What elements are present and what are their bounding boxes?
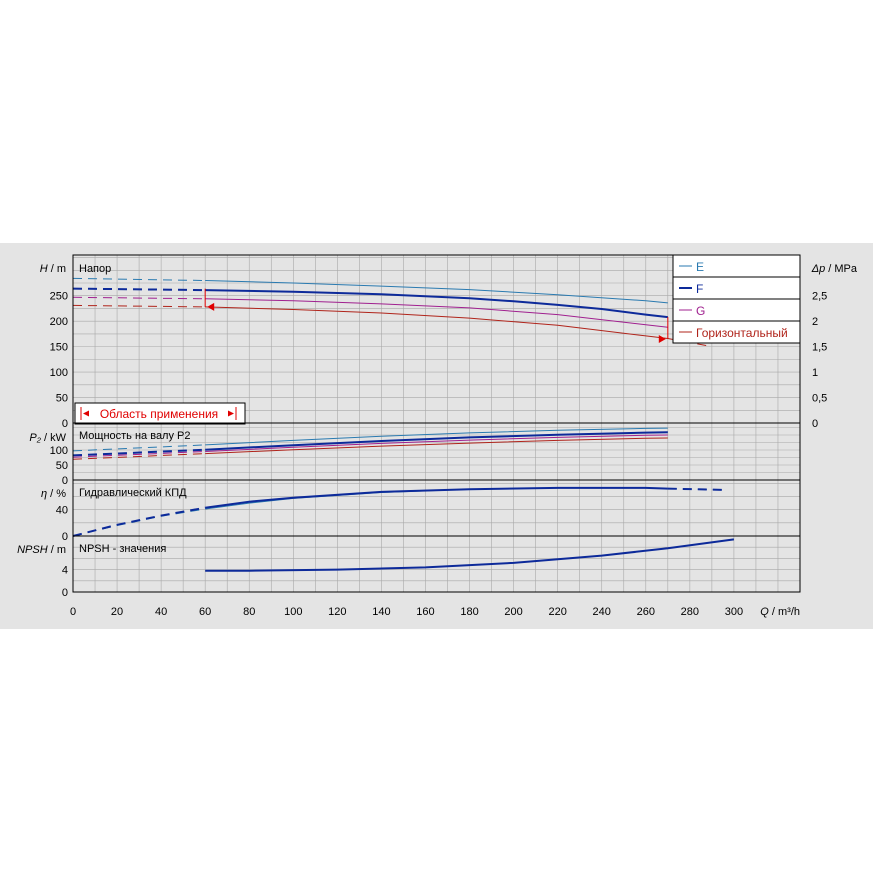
x-tick-label: 160 xyxy=(416,606,434,618)
x-tick-label: 220 xyxy=(548,606,566,618)
x-tick-label: 300 xyxy=(725,606,743,618)
x-tick-label: 80 xyxy=(243,606,255,618)
curve-f-dashed-end xyxy=(667,487,723,491)
curve-f-dashed xyxy=(72,287,206,292)
power-axis-label: P₂ / kW xyxy=(29,432,66,444)
y2-tick-label: 2 xyxy=(812,316,818,328)
curve-horizontal-dashed xyxy=(72,304,206,308)
x-tick-label: 280 xyxy=(681,606,699,618)
y2-tick-label: 1,5 xyxy=(812,342,827,354)
head-axis-label: H / m xyxy=(40,263,66,275)
chart-panel: Напор Мощность на валу P2 Гидравлический… xyxy=(0,243,873,629)
curve-horizontal-dashed xyxy=(72,453,206,460)
y-tick-label: 4 xyxy=(62,565,68,577)
curve-e-dashed xyxy=(72,444,206,452)
range-end-arrow xyxy=(658,334,666,343)
curve-e-dashed xyxy=(72,277,206,281)
x-tick-label: 40 xyxy=(155,606,167,618)
y-tick-label: 0 xyxy=(62,418,68,430)
operating-range-label: Область применения xyxy=(100,407,218,421)
x-tick-label: 240 xyxy=(593,606,611,618)
eff-axis-label: η / % xyxy=(41,488,66,500)
x-tick-label: 260 xyxy=(637,606,655,618)
legend-label-g: G xyxy=(696,304,705,318)
npsh-axis-label: NPSH / m xyxy=(17,544,66,556)
legend-label-e: E xyxy=(696,260,704,274)
curve-f xyxy=(205,289,668,319)
curve-f-dashed xyxy=(72,506,206,537)
y2-tick-label: 0 xyxy=(812,418,818,430)
x-tick-label: 100 xyxy=(284,606,302,618)
curve-horizontal xyxy=(205,306,668,339)
legend-item-e: E xyxy=(679,260,704,274)
y-tick-label: 0 xyxy=(62,531,68,543)
range-start-arrow xyxy=(207,302,215,311)
curve-f-dashed xyxy=(72,448,206,457)
operating-range-box: Область применения xyxy=(74,402,246,425)
pump-curve-chart: Напор Мощность на валу P2 Гидравлический… xyxy=(17,254,858,618)
curve-horizontal xyxy=(205,437,668,455)
x-axis-label: Q / m³/h xyxy=(760,606,800,618)
pressure-axis-label: Δp / MPa xyxy=(811,263,858,275)
y-tick-label: 150 xyxy=(50,342,68,354)
x-tick-label: 20 xyxy=(111,606,123,618)
curve-g-dashed xyxy=(72,451,206,458)
y-tick-label: 100 xyxy=(50,367,68,379)
x-tick-label: 200 xyxy=(504,606,522,618)
y-tick-label: 100 xyxy=(50,445,68,457)
y-tick-label: 0 xyxy=(62,587,68,599)
curve-g xyxy=(205,434,668,452)
y2-tick-label: 1 xyxy=(812,367,818,379)
y-tick-label: 250 xyxy=(50,291,68,303)
panel-title-npsh: NPSH - значения xyxy=(79,543,166,555)
curves xyxy=(72,277,735,572)
y-tick-label: 200 xyxy=(50,316,68,328)
panel-title-head: Напор xyxy=(79,263,111,275)
legend-label-f: F xyxy=(696,282,703,296)
legend: E F G Горизонтальный xyxy=(672,254,801,344)
panel-title-power: Мощность на валу P2 xyxy=(79,430,191,442)
curve-g xyxy=(205,298,668,328)
legend-label-horizontal: Горизонтальный xyxy=(696,326,788,340)
x-tick-label: 140 xyxy=(372,606,390,618)
curve-f xyxy=(205,431,668,451)
y-tick-label: 50 xyxy=(56,393,68,405)
curve-e xyxy=(205,280,668,304)
curve-e xyxy=(205,427,668,446)
legend-item-g: G xyxy=(679,304,705,318)
tick-labels: 0 20 40 60 80 100 120 140 160 180 200 220 240 260 280 3… xyxy=(50,291,828,618)
y-tick-label: 0 xyxy=(62,475,68,487)
legend-item-horizontal: Горизонтальный xyxy=(679,326,788,340)
x-tick-label: 0 xyxy=(70,606,76,618)
y2-tick-label: 0,5 xyxy=(812,393,827,405)
legend-item-f: F xyxy=(679,282,703,296)
x-tick-label: 120 xyxy=(328,606,346,618)
y-tick-label: 40 xyxy=(56,505,68,517)
curve-f xyxy=(205,538,735,572)
x-tick-label: 180 xyxy=(460,606,478,618)
curve-f xyxy=(205,486,668,509)
curve-g-dashed xyxy=(72,296,206,300)
x-tick-label: 60 xyxy=(199,606,211,618)
y2-tick-label: 2,5 xyxy=(812,291,827,303)
panel-title-eff: Гидравлический КПД xyxy=(79,487,187,499)
y-tick-label: 50 xyxy=(56,460,68,472)
